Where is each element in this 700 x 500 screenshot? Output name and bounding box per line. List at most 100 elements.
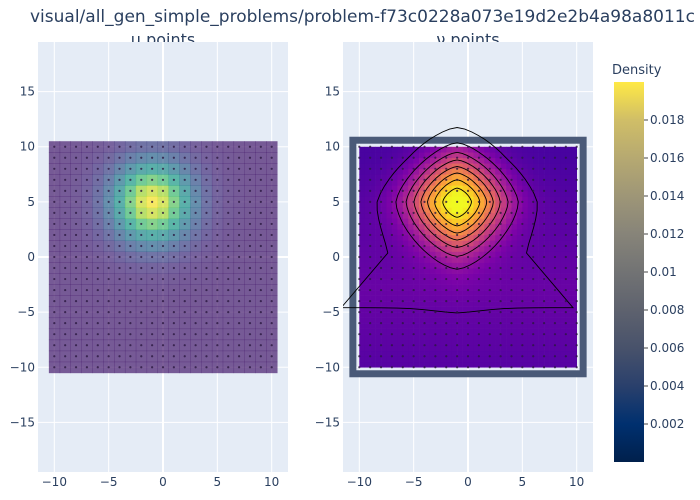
sample-point: [248, 167, 252, 170]
sample-point: [194, 300, 197, 303]
sample-point: [172, 300, 175, 303]
density-cell: [457, 190, 463, 197]
sample-point: [248, 233, 252, 237]
sample-point: [488, 244, 491, 248]
sample-point: [107, 311, 110, 314]
density-cell: [370, 301, 376, 307]
sample-point: [542, 277, 546, 281]
sample-point: [64, 211, 67, 214]
density-cell: [565, 234, 572, 241]
density-cell: [565, 361, 572, 368]
density-cell: [408, 251, 414, 258]
sample-point: [488, 300, 491, 303]
sample-point: [161, 222, 165, 226]
sample-point: [248, 255, 252, 259]
density-cell: [446, 306, 452, 313]
sample-point: [521, 366, 524, 369]
sample-point: [456, 244, 459, 248]
density-cell: [516, 146, 523, 153]
density-cell: [408, 301, 414, 307]
density-cell: [364, 223, 371, 230]
sample-point: [542, 244, 546, 248]
density-cell: [522, 223, 529, 230]
density-cell: [402, 339, 409, 346]
sample-point: [412, 255, 415, 259]
density-cell: [484, 174, 491, 181]
sample-point: [270, 189, 273, 192]
sample-point: [237, 266, 241, 270]
sample-point: [390, 288, 394, 292]
sample-point: [248, 288, 252, 292]
density-cell: [424, 201, 431, 208]
density-cell: [408, 146, 414, 153]
sample-point: [390, 244, 394, 248]
density-cell: [468, 284, 474, 291]
contour-line: [442, 187, 472, 218]
density-cell: [397, 350, 404, 357]
density-cell: [560, 174, 567, 181]
density-cell: [506, 279, 512, 285]
density-cell: [489, 345, 496, 352]
sample-point: [445, 366, 448, 369]
density-cell: [391, 312, 398, 318]
sample-point: [161, 211, 165, 214]
density-cell: [364, 174, 371, 181]
density-cell: [554, 262, 561, 269]
density-cell: [386, 290, 393, 296]
density-cell: [375, 179, 382, 186]
sample-point: [575, 355, 578, 358]
sample-point: [53, 244, 56, 248]
sample-point: [216, 344, 219, 347]
sample-point: [183, 145, 186, 148]
density-cell: [391, 146, 398, 153]
sample-point: [488, 156, 491, 159]
density-cell: [533, 185, 539, 192]
sample-point: [466, 244, 470, 248]
sample-point: [161, 355, 165, 358]
density-cell: [440, 262, 447, 269]
sample-point: [270, 145, 273, 148]
density-cell: [364, 234, 371, 241]
density-cell: [554, 268, 561, 274]
sample-point: [259, 178, 262, 181]
density-cell: [446, 218, 452, 225]
density-cell: [397, 301, 404, 307]
density-cell: [419, 179, 425, 186]
sample-point: [140, 156, 143, 159]
sample-point: [488, 322, 491, 325]
sample-point: [205, 178, 208, 181]
density-cell: [495, 196, 501, 203]
sample-point: [248, 200, 252, 203]
density-cell: [506, 273, 512, 280]
density-cell: [413, 361, 420, 368]
density-cell: [370, 229, 376, 236]
density-cell: [413, 262, 420, 269]
density-cell: [451, 168, 458, 175]
density-cell: [375, 323, 382, 329]
sample-point: [172, 266, 175, 270]
density-cell: [549, 345, 556, 352]
sample-point: [423, 200, 426, 203]
sample-point: [542, 266, 546, 270]
density-cell: [413, 279, 420, 285]
density-cell: [538, 284, 545, 291]
density-cell: [500, 201, 507, 208]
sample-point: [477, 277, 480, 281]
density-cell: [571, 284, 577, 291]
sample-point: [358, 266, 361, 270]
density-cell: [511, 223, 518, 230]
sample-point: [510, 322, 513, 325]
density-cell: [359, 234, 366, 241]
sample-point: [499, 167, 502, 170]
density-cell: [516, 174, 523, 181]
density-cell: [359, 196, 366, 203]
density-cell: [511, 350, 518, 357]
density-cell: [484, 350, 491, 357]
density-cell: [538, 262, 545, 269]
sample-point: [259, 244, 262, 248]
density-cell: [402, 317, 409, 324]
density-cell: [424, 251, 431, 258]
density-cell: [364, 229, 371, 236]
sample-point: [358, 344, 361, 347]
density-cell: [397, 251, 404, 258]
